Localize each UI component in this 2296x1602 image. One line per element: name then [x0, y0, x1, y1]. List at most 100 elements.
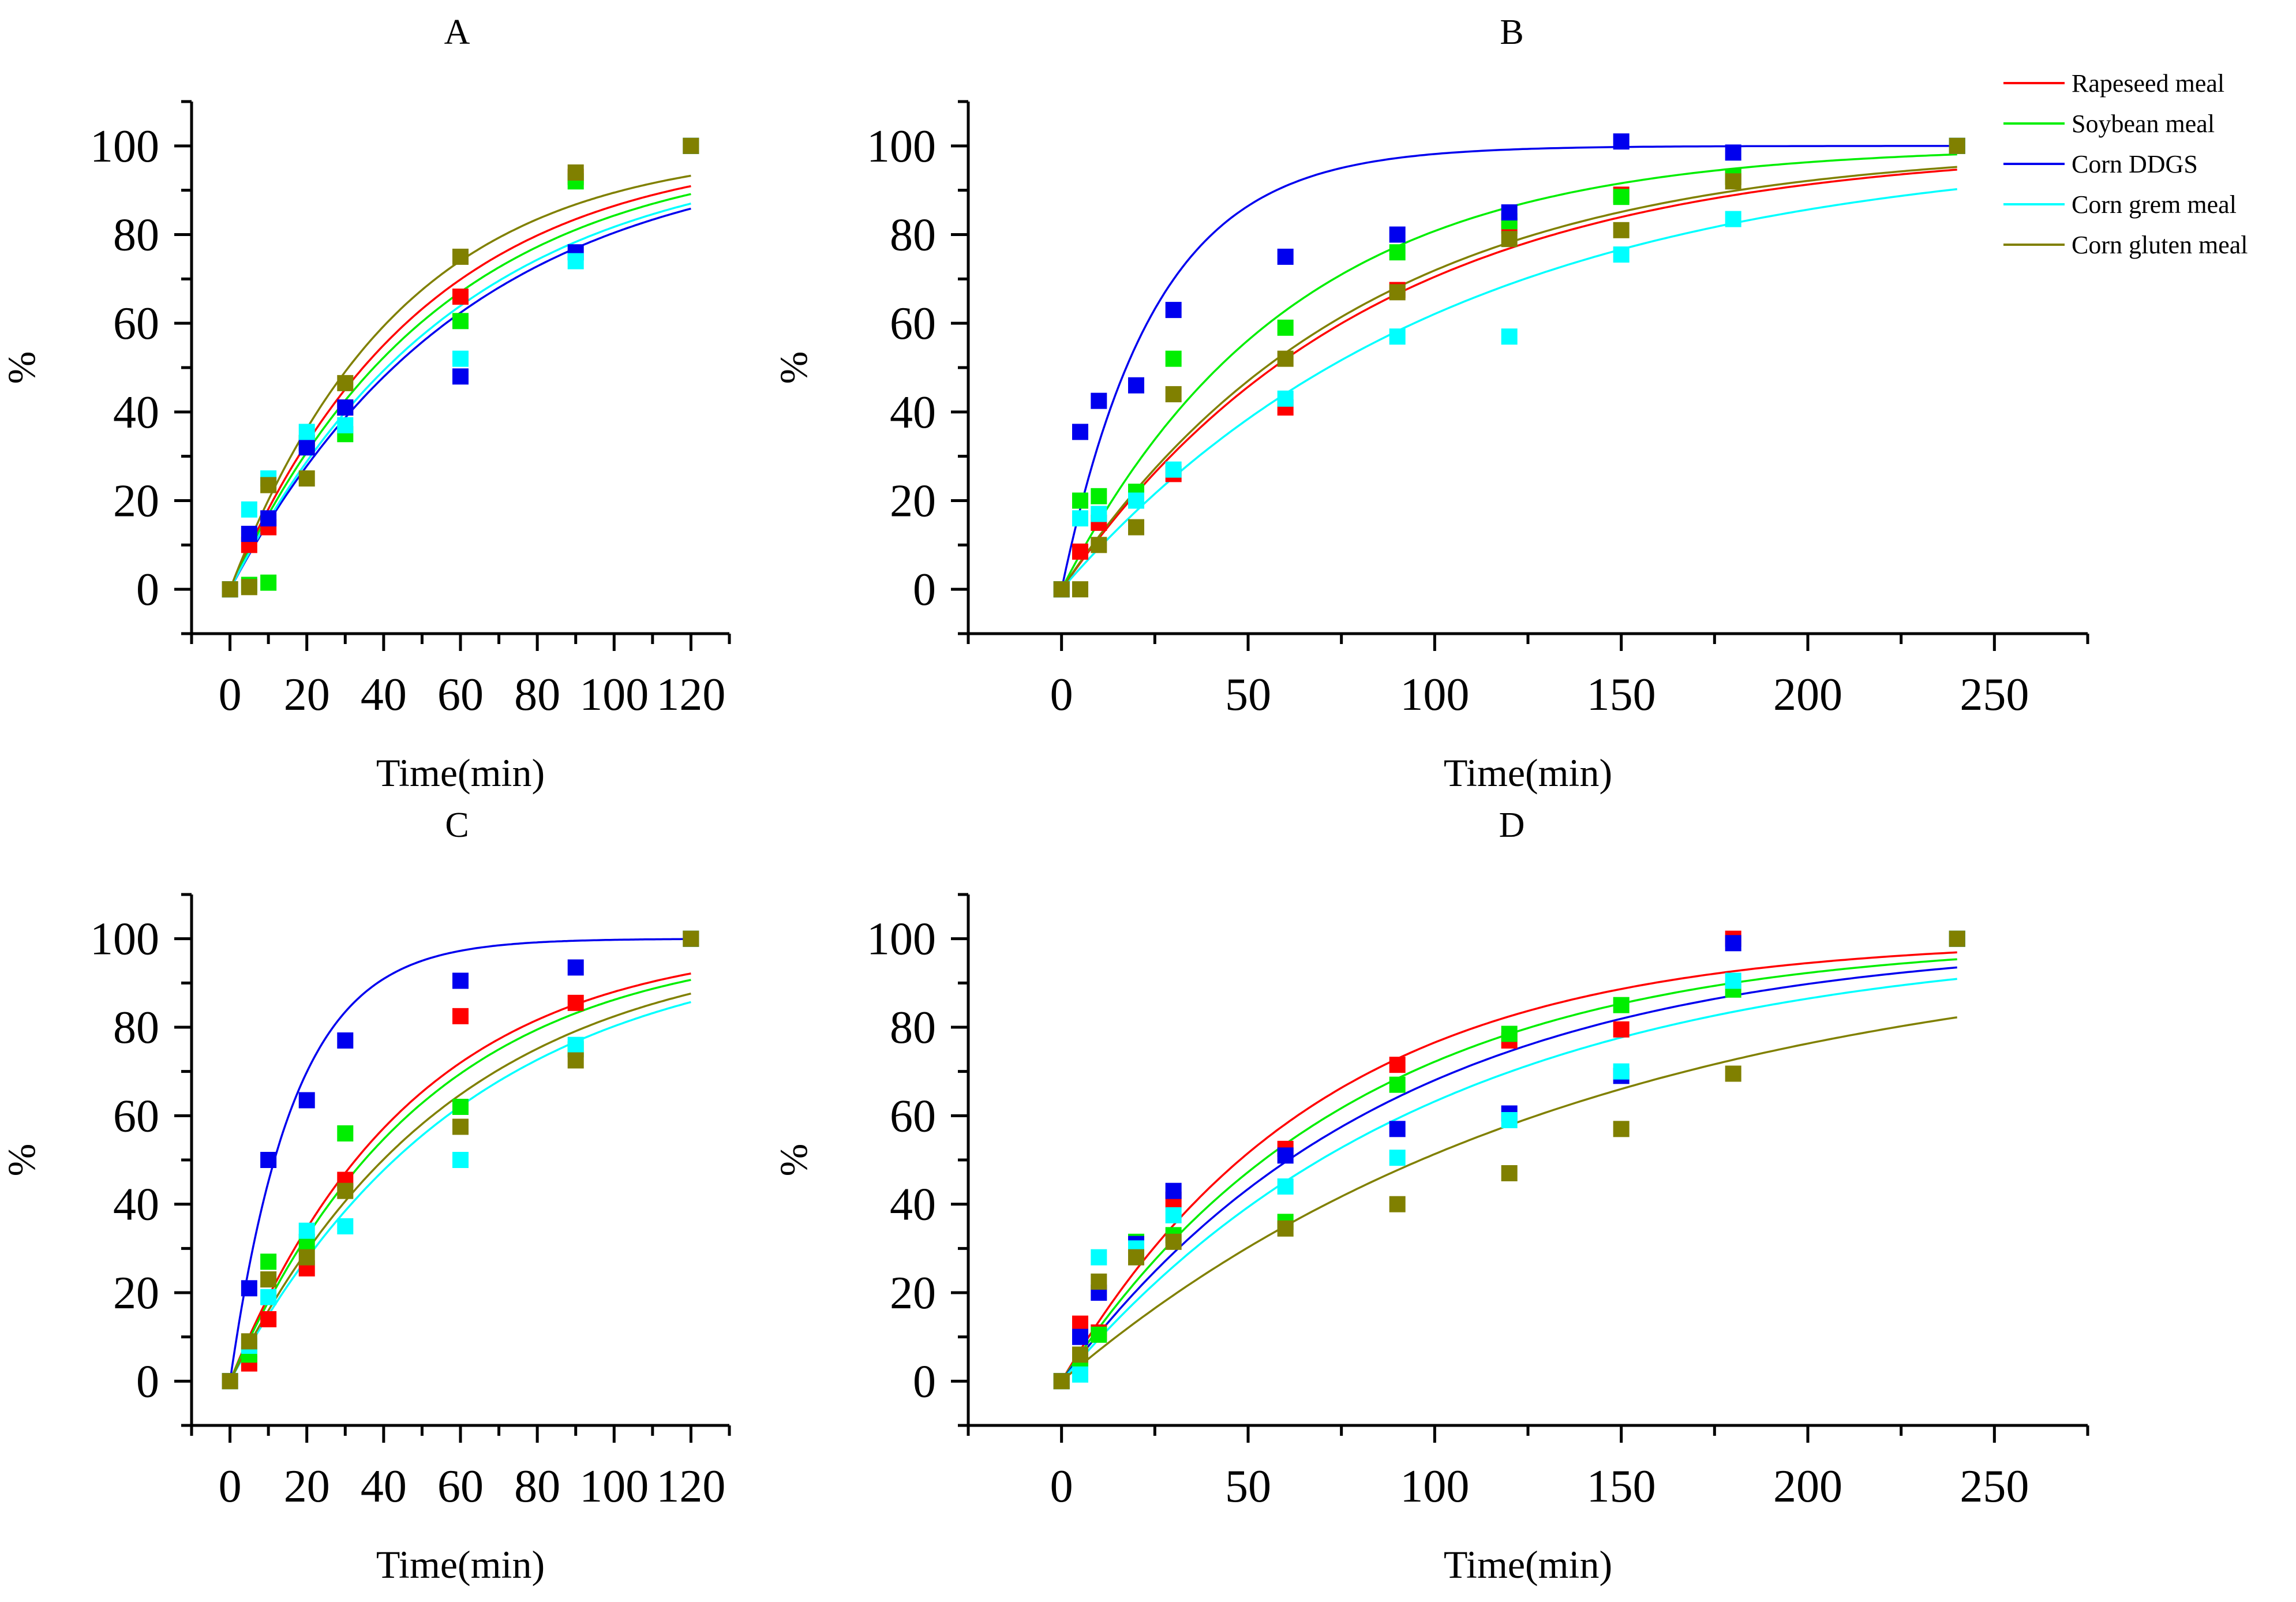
- panel-b-x-tick-label: 200: [1773, 669, 1842, 720]
- panel-d-point-corn-grem-meal: [1072, 1366, 1088, 1383]
- panel-b-y-tick-label: 60: [890, 298, 936, 349]
- panel-d-x-tick-label: 150: [1587, 1461, 1656, 1512]
- panel-c-x-tick-label: 0: [219, 1461, 242, 1512]
- panel-c-fit-curve-corn-ddgs: [229, 938, 691, 1382]
- panel-c-x-axis-title: Time(min): [376, 1543, 545, 1586]
- panel-d-point-corn-grem-meal: [1277, 1178, 1294, 1195]
- panel-d-point-soybean-meal: [1613, 997, 1630, 1013]
- panel-b-point-corn-grem-meal: [1072, 510, 1088, 527]
- panel-c-point-corn-gluten-meal: [298, 1249, 315, 1266]
- legend-label-corn-gluten-meal: Corn gluten meal: [2072, 231, 2248, 259]
- panel-b-point-corn-grem-meal: [1165, 461, 1182, 478]
- panel-d-y-axis-title: %: [771, 1144, 815, 1177]
- panel-b: B 0 20 40 60 80 100 0 50 100 150 200 250 Time(min)%: [771, 13, 2089, 795]
- panel-a-point-corn-gluten-meal: [298, 470, 315, 487]
- panel-b-point-soybean-meal: [1389, 244, 1406, 261]
- panel-b-point-corn-ddgs: [1165, 302, 1182, 319]
- panel-c-point-corn-grem-meal: [298, 1222, 315, 1239]
- panel-a-point-rapeseed-meal: [452, 289, 469, 305]
- panel-b-y-tick-label: 20: [890, 476, 936, 527]
- panel-d-point-corn-ddgs: [1389, 1121, 1406, 1137]
- panel-c-y-tick-label: 100: [90, 914, 159, 965]
- panel-a-y-tick-label: 100: [90, 121, 159, 172]
- panel-b-point-corn-gluten-meal: [1725, 173, 1741, 190]
- panel-a-y-axis-title: %: [0, 351, 43, 384]
- panel-b-y-tick-label: 100: [867, 121, 936, 172]
- panel-c-fit-curve-corn-grem-meal: [229, 1001, 691, 1382]
- panel-b-point-corn-ddgs: [1072, 424, 1088, 440]
- panel-c-x-tick-label: 20: [284, 1461, 330, 1512]
- panel-a-y-tick-label: 20: [113, 476, 159, 527]
- panel-b-x-tick-label: 0: [1050, 669, 1073, 720]
- panel-b-point-corn-ddgs: [1277, 248, 1294, 265]
- panel-c-title: C: [445, 806, 469, 845]
- panel-c-point-corn-ddgs: [260, 1152, 277, 1168]
- panel-b-point-corn-gluten-meal: [1165, 386, 1182, 403]
- panel-c-point-soybean-meal: [260, 1253, 277, 1270]
- panel-a-y-tick-label: 40: [113, 387, 159, 438]
- panel-d-point-corn-ddgs: [1165, 1182, 1182, 1199]
- panel-c-y-tick-label: 20: [113, 1268, 159, 1319]
- panel-b-point-corn-gluten-meal: [1091, 537, 1107, 553]
- panel-d-x-tick-label: 100: [1400, 1461, 1469, 1512]
- panel-b-x-tick-label: 250: [1960, 669, 2029, 720]
- panel-b-point-corn-gluten-meal: [1949, 137, 1965, 154]
- panel-c-point-corn-gluten-meal: [567, 1052, 584, 1069]
- panel-d-point-corn-gluten-meal: [1091, 1273, 1107, 1290]
- panel-b-point-corn-gluten-meal: [1613, 222, 1630, 238]
- panel-c-y-axis-title: %: [0, 1144, 43, 1177]
- panel-b-y-axis-title: %: [771, 351, 815, 384]
- panel-a-fit-curve-corn-grem-meal: [229, 203, 691, 590]
- panel-b-point-corn-ddgs: [1128, 377, 1144, 394]
- panel-d-y-tick-label: 40: [890, 1180, 936, 1230]
- panel-d-point-corn-gluten-meal: [1389, 1196, 1406, 1212]
- panel-a-point-corn-gluten-meal: [337, 375, 354, 391]
- panel-a-fit-curve-corn-ddgs: [229, 207, 691, 590]
- panel-b-point-corn-grem-meal: [1725, 211, 1741, 227]
- panel-c-point-corn-ddgs: [567, 959, 584, 976]
- panel-c-point-corn-grem-meal: [452, 1152, 469, 1168]
- panel-b-point-corn-ddgs: [1725, 144, 1741, 161]
- panel-d-point-corn-gluten-meal: [1128, 1249, 1144, 1266]
- panel-c-y-tick-label: 60: [113, 1091, 159, 1141]
- panel-d-point-corn-grem-meal: [1725, 972, 1741, 989]
- panel-d-point-corn-gluten-meal: [1277, 1220, 1294, 1237]
- legend: Rapeseed meal Soybean meal Corn DDGS Corn g…: [2003, 69, 2248, 259]
- panel-b-point-soybean-meal: [1165, 350, 1182, 367]
- panel-a-point-corn-gluten-meal: [241, 579, 257, 596]
- panel-b-point-corn-grem-meal: [1277, 390, 1294, 407]
- panel-c-x-tick-label: 80: [514, 1461, 560, 1512]
- panel-a-y-tick-label: 0: [136, 564, 159, 615]
- panel-a-point-corn-ddgs: [260, 510, 277, 527]
- panel-b-point-corn-grem-meal: [1613, 246, 1630, 263]
- panel-a-x-tick-label: 60: [437, 669, 484, 720]
- panel-a-point-corn-grem-meal: [298, 424, 315, 440]
- panel-b-title: B: [1500, 13, 1523, 52]
- panel-d-point-corn-ddgs: [1277, 1147, 1294, 1164]
- panel-c-point-corn-gluten-meal: [683, 930, 699, 947]
- panel-d-y-tick-label: 20: [890, 1268, 936, 1319]
- panel-b-y-tick-label: 0: [913, 564, 936, 615]
- panel-d-point-rapeseed-meal: [1389, 1057, 1406, 1073]
- panel-a-x-axis-title: Time(min): [376, 751, 545, 795]
- legend-label-rapeseed-meal: Rapeseed meal: [2072, 69, 2224, 98]
- panel-d-x-tick-label: 200: [1773, 1461, 1842, 1512]
- panel-b-point-corn-ddgs: [1501, 204, 1518, 221]
- panel-a-point-corn-ddgs: [452, 368, 469, 385]
- panel-b-point-corn-grem-meal: [1128, 492, 1144, 509]
- panel-c-point-corn-gluten-meal: [260, 1271, 277, 1287]
- panel-a-x-tick-label: 120: [656, 669, 725, 720]
- panel-d-point-corn-grem-meal: [1501, 1112, 1518, 1128]
- panel-d-point-corn-grem-meal: [1613, 1063, 1630, 1080]
- panel-d-point-corn-gluten-meal: [1072, 1346, 1088, 1363]
- panel-c-y-tick-label: 80: [113, 1002, 159, 1053]
- panel-d-point-soybean-meal: [1389, 1076, 1406, 1093]
- panel-c-y-tick-label: 40: [113, 1180, 159, 1230]
- panel-d-point-corn-gluten-meal: [1501, 1165, 1518, 1181]
- panel-d-point-corn-ddgs: [1725, 935, 1741, 952]
- panel-c-fit-curve-corn-gluten-meal: [229, 993, 691, 1382]
- panel-b-point-corn-gluten-meal: [1501, 231, 1518, 248]
- panel-c-fit-curve-soybean-meal: [229, 979, 691, 1382]
- panel-b-point-corn-gluten-meal: [1072, 581, 1088, 598]
